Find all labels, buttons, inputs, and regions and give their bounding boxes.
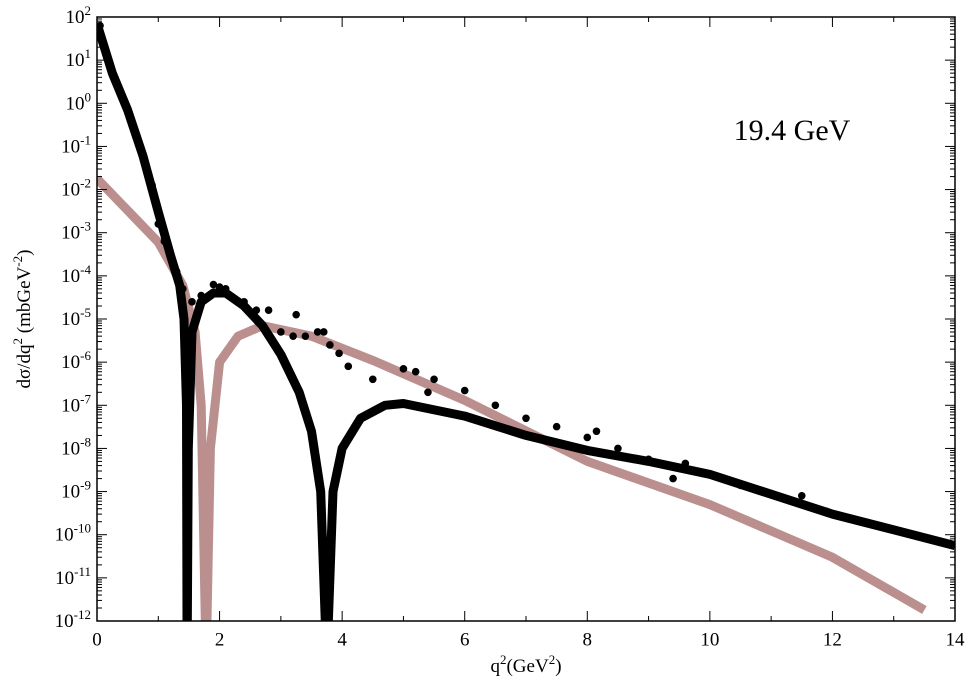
data-point xyxy=(154,220,163,228)
data-point xyxy=(522,414,530,423)
y-tick-label: 10-11 xyxy=(55,564,91,589)
y-tick-label: 10-2 xyxy=(61,176,91,201)
y-tick-label: 10-1 xyxy=(61,132,91,157)
x-tick-label: 10 xyxy=(700,629,719,650)
data-point xyxy=(368,375,377,384)
data-point xyxy=(592,427,601,436)
theory-band xyxy=(97,175,927,621)
data-point xyxy=(228,293,236,302)
data-point xyxy=(264,306,273,314)
data-point xyxy=(289,332,297,340)
data-point xyxy=(139,151,147,159)
data-point xyxy=(215,283,224,291)
data-point xyxy=(430,375,438,384)
data-point xyxy=(552,422,561,431)
data-point xyxy=(111,76,120,84)
theory-band xyxy=(97,22,955,621)
data-point xyxy=(797,491,806,500)
data-point xyxy=(313,328,322,336)
data-point xyxy=(706,470,714,479)
data-point xyxy=(197,291,205,300)
data-point xyxy=(335,349,343,358)
y-tick-label: 10-6 xyxy=(61,348,91,373)
y-axis-label: dσ/dq2 (mbGeV-2) xyxy=(10,250,35,389)
x-tick-label: 0 xyxy=(92,629,102,650)
y-tick-label: 10-5 xyxy=(61,305,91,330)
data-point xyxy=(188,298,196,306)
y-tick-label: 10-3 xyxy=(61,219,91,244)
data-point xyxy=(460,386,469,395)
y-tick-label: 10-7 xyxy=(61,391,91,416)
data-point xyxy=(240,298,248,306)
y-tick-label: 10-9 xyxy=(61,478,91,503)
data-point xyxy=(179,285,187,293)
y-tick-label: 102 xyxy=(66,3,92,28)
plot-frame xyxy=(96,16,956,622)
x-axis-label: q2(GeV2) xyxy=(490,652,561,677)
data-point xyxy=(166,250,175,258)
data-point xyxy=(277,328,285,336)
y-tick-label: 10-12 xyxy=(55,607,91,632)
data-point xyxy=(209,280,218,289)
data-point xyxy=(669,474,677,483)
data-point xyxy=(767,489,775,498)
y-tick-label: 100 xyxy=(66,89,92,114)
x-tick-label: 12 xyxy=(823,629,842,650)
y-tick-label: 101 xyxy=(66,46,92,71)
x-tick-label: 6 xyxy=(460,629,470,650)
data-point xyxy=(319,328,328,336)
data-point xyxy=(583,433,592,442)
x-tick-label: 2 xyxy=(215,629,225,650)
y-tick-label: 10-8 xyxy=(61,434,91,459)
data-point xyxy=(822,507,831,516)
y-tick-label: 10-4 xyxy=(61,262,91,287)
x-tick-label: 14 xyxy=(946,629,966,650)
data-point xyxy=(252,306,261,314)
data-point xyxy=(160,237,169,246)
data-point xyxy=(736,481,745,490)
x-tick-label: 8 xyxy=(583,629,593,650)
data-point xyxy=(614,444,622,453)
plot-area xyxy=(97,21,955,621)
data-point xyxy=(123,106,132,114)
data-point xyxy=(292,310,300,319)
data-point xyxy=(221,285,230,293)
data-point xyxy=(301,332,310,340)
data-point xyxy=(644,455,653,464)
annotation: 19.4 GeV xyxy=(734,114,851,147)
data-point xyxy=(681,459,690,468)
data-point xyxy=(326,341,334,349)
data-point xyxy=(411,367,420,376)
data-point xyxy=(491,401,500,410)
data-point xyxy=(424,388,432,397)
x-tick-label: 4 xyxy=(337,629,347,650)
data-point xyxy=(344,362,353,371)
data-point xyxy=(182,336,190,345)
data-point xyxy=(172,267,181,276)
y-tick-label: 10-10 xyxy=(55,521,91,546)
data-point xyxy=(148,181,156,190)
data-point xyxy=(399,365,408,373)
